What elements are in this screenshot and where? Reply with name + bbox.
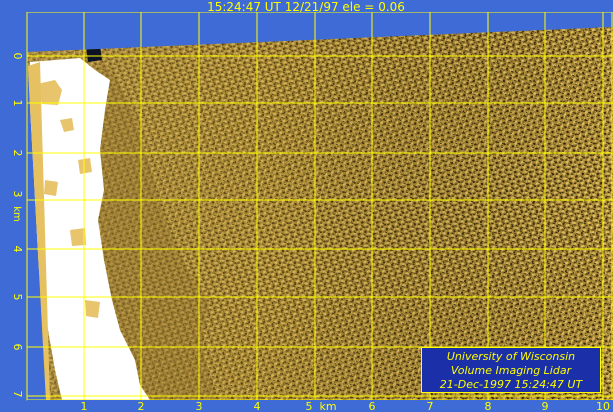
y-tick-label: 2 — [11, 150, 24, 157]
y-tick-label: 7 — [11, 391, 24, 398]
y-axis: 0 1 2 3 km 4 5 6 7 — [11, 53, 24, 398]
y-tick-label: 4 — [11, 246, 24, 253]
x-tick-label: 6 — [369, 400, 376, 412]
x-tick-label: 8 — [485, 400, 492, 412]
credit-institution: University of Wisconsin — [446, 350, 576, 363]
y-tick-label: 0 — [11, 53, 24, 60]
x-tick-label: 2 — [138, 400, 145, 412]
y-tick-label: 6 — [11, 344, 24, 351]
x-tick-label: 9 — [542, 400, 549, 412]
saturated-region — [30, 58, 150, 400]
credit-instrument: Volume Imaging Lidar — [450, 364, 572, 377]
x-axis: 1 2 3 4 5 km 6 7 8 9 10 — [27, 400, 613, 412]
x-tick-label: 10 — [596, 400, 610, 412]
y-tick-label: 5 — [11, 294, 24, 301]
x-tick-label: 5 — [306, 400, 313, 412]
x-tick-label: 4 — [254, 400, 261, 412]
credit-timestamp: 21-Dec-1997 15:24:47 UT — [439, 378, 583, 391]
credit-box: University of Wisconsin Volume Imaging L… — [421, 347, 601, 393]
header-title: 15:24:47 UT 12/21/97 ele = 0.06 — [207, 0, 405, 14]
x-tick-label: 3 — [196, 400, 203, 412]
y-tick-label: 3 — [11, 191, 24, 198]
x-tick-label: 1 — [81, 400, 88, 412]
y-axis-unit: km — [11, 206, 22, 222]
x-axis-unit: km — [319, 400, 336, 412]
x-tick-label: 7 — [427, 400, 434, 412]
y-tick-label: 1 — [11, 100, 24, 107]
